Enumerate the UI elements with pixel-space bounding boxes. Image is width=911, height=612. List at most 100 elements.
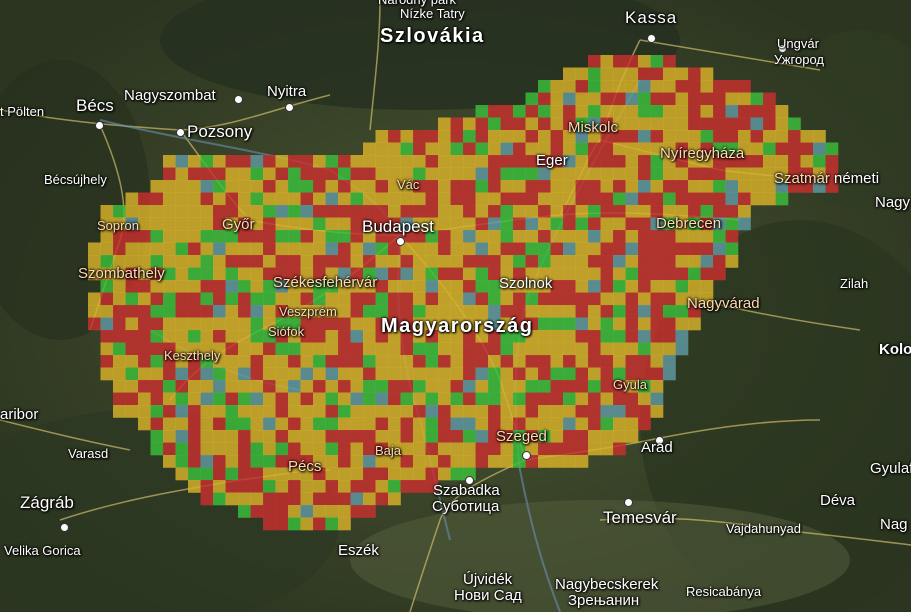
heatmap-cell xyxy=(638,130,651,143)
heatmap-cell xyxy=(188,280,201,293)
heatmap-cell xyxy=(425,392,439,406)
heatmap-cell xyxy=(475,417,489,431)
heatmap-cell xyxy=(325,205,339,218)
heatmap-cell xyxy=(188,305,201,318)
heatmap-cell xyxy=(825,142,839,156)
label-pozsony: Pozsony xyxy=(187,122,253,141)
heatmap-cell xyxy=(200,167,214,181)
heatmap-cell xyxy=(350,355,364,368)
heatmap-cell xyxy=(200,467,214,481)
heatmap-cell xyxy=(588,267,601,281)
heatmap-cell xyxy=(438,442,451,456)
heatmap-cell xyxy=(125,392,139,406)
heatmap-cell xyxy=(100,317,114,331)
heatmap-cell xyxy=(200,230,214,243)
heatmap-cell xyxy=(563,292,576,306)
heatmap-cell xyxy=(138,205,151,218)
heatmap-cell xyxy=(225,367,239,381)
heatmap-cell xyxy=(213,342,226,356)
town-dot-zagrab xyxy=(60,523,69,532)
heatmap-cell xyxy=(238,442,251,456)
heatmap-cell xyxy=(363,142,376,156)
heatmap-cell xyxy=(450,467,464,481)
heatmap-cell xyxy=(350,242,364,256)
heatmap-cell xyxy=(388,417,401,431)
heatmap-cell xyxy=(288,317,301,331)
label-becsujhely: Bécsújhely xyxy=(44,172,107,187)
heatmap-cell xyxy=(575,92,589,106)
heatmap-cell xyxy=(688,155,701,168)
heatmap-cell xyxy=(500,117,514,131)
heatmap-cell xyxy=(563,317,576,331)
heatmap-cell xyxy=(575,267,589,281)
heatmap-cell xyxy=(650,217,664,231)
heatmap-cell xyxy=(513,155,526,168)
heatmap-cell xyxy=(100,230,114,243)
heatmap-cell xyxy=(513,192,526,206)
heatmap-cell xyxy=(113,392,126,406)
heatmap-cell xyxy=(675,92,689,106)
heatmap-cell xyxy=(625,430,639,443)
heatmap-cell xyxy=(375,455,389,468)
heatmap-cell xyxy=(225,167,239,181)
heatmap-cell xyxy=(175,417,189,431)
heatmap-cell xyxy=(225,192,239,206)
heatmap-cell xyxy=(188,267,201,281)
heatmap-cell xyxy=(663,130,676,143)
label-debrecen: Debrecen xyxy=(656,215,722,232)
heatmap-cell xyxy=(450,455,464,468)
heatmap-cell xyxy=(613,405,626,418)
heatmap-cell xyxy=(188,392,201,406)
heatmap-cell xyxy=(813,142,826,156)
heatmap-cell xyxy=(375,405,389,418)
heatmap-cell xyxy=(125,267,139,281)
heatmap-cell xyxy=(713,267,726,281)
heatmap-cell xyxy=(763,167,776,181)
heatmap-cell xyxy=(363,180,376,193)
label-zagrab: Zágráb xyxy=(20,493,74,512)
heatmap-cell xyxy=(550,317,564,331)
heatmap-cell xyxy=(313,392,326,406)
heatmap-cell xyxy=(263,167,276,181)
heatmap-cell xyxy=(375,355,389,368)
heatmap-cell xyxy=(400,292,414,306)
heatmap-cell xyxy=(613,292,626,306)
heatmap-cell xyxy=(438,230,451,243)
heatmap-cell xyxy=(500,330,514,343)
heatmap-cell xyxy=(425,205,439,218)
heatmap-cell xyxy=(150,230,164,243)
heatmap-cell xyxy=(388,342,401,356)
town-dot-temesvar xyxy=(624,498,633,507)
heatmap-cell xyxy=(475,380,489,393)
heatmap-cell xyxy=(488,167,501,181)
heatmap-cell xyxy=(488,117,501,131)
heatmap-cell xyxy=(713,217,726,231)
heatmap-cell xyxy=(663,280,676,293)
heatmap-cell xyxy=(713,167,726,181)
heatmap-cell xyxy=(513,230,526,243)
heatmap-cell xyxy=(138,342,151,356)
heatmap-cell xyxy=(113,242,126,256)
heatmap-cell xyxy=(538,342,551,356)
heatmap-cell xyxy=(350,405,364,418)
heatmap-cell xyxy=(575,117,589,131)
heatmap-cell xyxy=(350,492,364,506)
heatmap-cell xyxy=(613,355,626,368)
heatmap-cell xyxy=(763,105,776,118)
heatmap-cell xyxy=(263,417,276,431)
heatmap-cell xyxy=(438,405,451,418)
label-baja: Baja xyxy=(375,443,402,458)
heatmap-cell xyxy=(288,492,301,506)
heatmap-cell xyxy=(413,430,426,443)
heatmap-cell xyxy=(275,442,289,456)
heatmap-cell xyxy=(525,130,539,143)
heatmap-cell xyxy=(613,442,626,456)
heatmap-cell xyxy=(413,142,426,156)
heatmap-cell xyxy=(713,117,726,131)
heatmap-cell xyxy=(663,117,676,131)
heatmap-cell xyxy=(238,455,251,468)
heatmap-cell xyxy=(338,480,351,493)
heatmap-cell xyxy=(313,417,326,431)
